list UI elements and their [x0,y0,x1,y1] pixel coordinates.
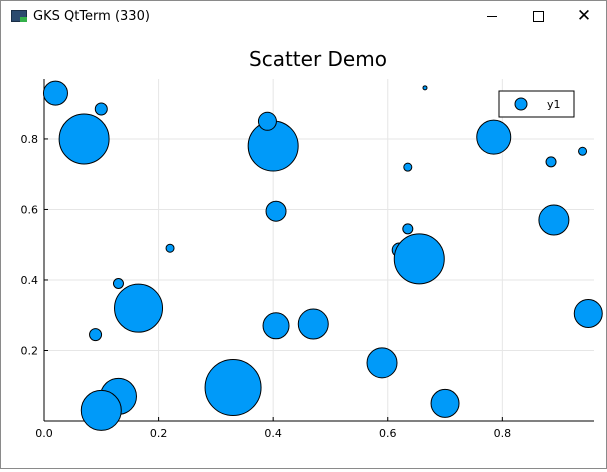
close-button[interactable]: ✕ [561,1,607,31]
data-point [58,113,110,165]
grid-lines [43,79,594,421]
data-point [297,308,329,340]
y-tick-label: 0.8 [21,133,39,146]
legend-marker [514,97,528,111]
x-tick-label: 0.2 [150,427,168,440]
x-tick-label: 0.6 [379,427,397,440]
data-point [573,298,603,328]
data-point [204,359,262,417]
legend-box [498,90,575,118]
legend: y1 [498,90,575,118]
minimize-button[interactable] [469,1,515,31]
data-point [94,102,108,116]
data-point [89,328,103,342]
x-tick-label: 0.4 [264,427,282,440]
scatter-chart: Scatter Demo 0.0 0.2 0.4 0.6 0.8 0.2 0.4 0.6 0.8… [21,47,603,440]
window-title: GKS QtTerm (330) [33,8,150,24]
legend-label: y1 [547,98,561,111]
data-point [366,347,398,379]
data-point [430,388,460,418]
data-point [545,156,557,168]
app-icon [11,10,27,22]
chart-title: Scatter Demo [249,47,387,71]
data-point [422,85,428,91]
data-point [112,277,124,289]
data-point [265,200,287,222]
maximize-button[interactable] [515,1,561,31]
data-point [262,312,290,340]
data-point [578,146,588,156]
close-icon: ✕ [576,5,592,26]
plot-area: Scatter Demo 0.0 0.2 0.4 0.6 0.8 0.2 0.4 0.6 0.8… [1,31,606,468]
data-point [403,162,413,172]
y-tick-label: 0.2 [21,344,39,357]
x-tick-label: 0.0 [35,427,53,440]
data-point [42,80,68,106]
data-point [476,119,512,155]
data-point [402,223,414,235]
axes [43,79,594,422]
tick-labels: 0.0 0.2 0.4 0.6 0.8 0.2 0.4 0.6 0.8 [21,133,512,440]
title-bar[interactable]: GKS QtTerm (330) ✕ [1,1,606,31]
data-point [165,243,175,253]
data-point [393,233,445,285]
minimize-icon [487,15,497,17]
data-point [114,283,164,333]
data-point [80,389,122,431]
y-tick-label: 0.4 [21,274,39,287]
maximize-icon [532,10,544,22]
x-tick-label: 0.8 [494,427,512,440]
data-point [257,111,277,131]
data-points [42,80,603,431]
data-point [538,204,570,236]
y-tick-label: 0.6 [21,203,39,216]
